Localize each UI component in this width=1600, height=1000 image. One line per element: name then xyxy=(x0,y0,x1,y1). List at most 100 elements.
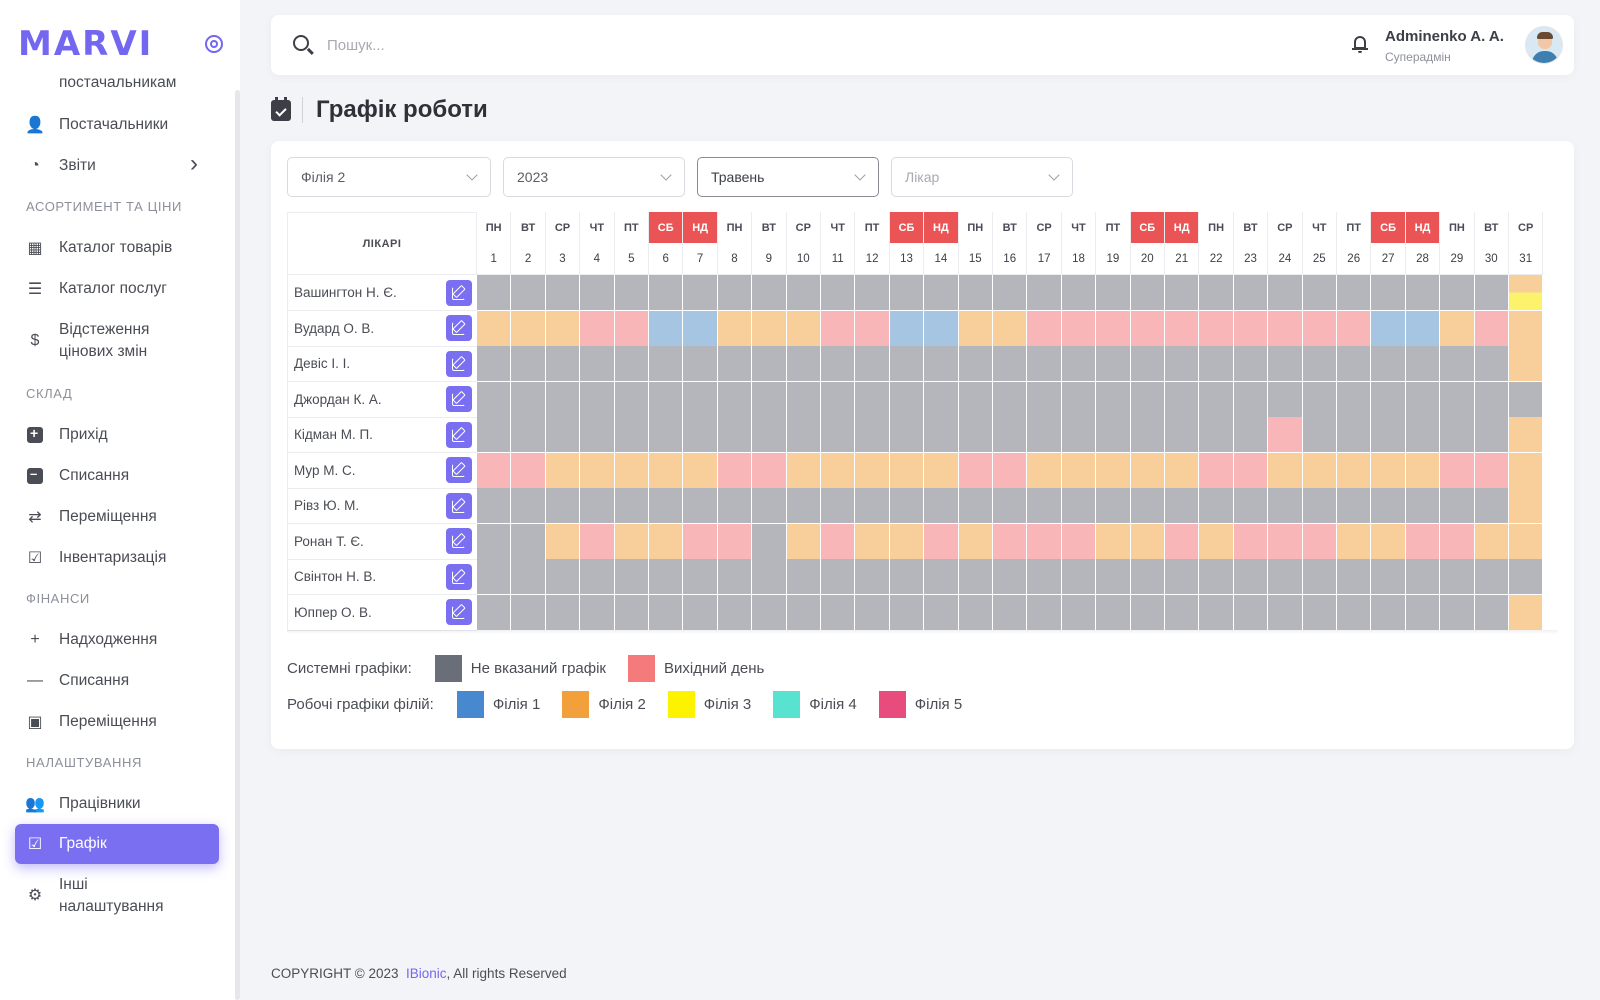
schedule-cell[interactable] xyxy=(1199,275,1234,311)
schedule-cell[interactable] xyxy=(855,381,890,418)
schedule-cell[interactable] xyxy=(1130,381,1165,418)
schedule-cell[interactable] xyxy=(889,310,925,347)
schedule-cell[interactable] xyxy=(1337,310,1372,347)
schedule-cell[interactable] xyxy=(924,594,959,631)
schedule-cell[interactable] xyxy=(580,523,615,560)
search-input[interactable] xyxy=(327,31,727,59)
schedule-cell[interactable] xyxy=(1165,559,1200,595)
schedule-cell[interactable] xyxy=(649,488,684,524)
schedule-cell[interactable] xyxy=(993,417,1028,453)
schedule-cell[interactable] xyxy=(1337,488,1372,524)
schedule-cell[interactable] xyxy=(1337,346,1372,382)
schedule-cell[interactable] xyxy=(580,275,615,311)
schedule-cell[interactable] xyxy=(1233,310,1269,347)
schedule-cell[interactable] xyxy=(580,452,615,489)
schedule-cell[interactable] xyxy=(1096,452,1131,489)
schedule-cell[interactable] xyxy=(1474,310,1509,347)
schedule-cell[interactable] xyxy=(1268,452,1303,489)
schedule-cell[interactable] xyxy=(1440,381,1475,418)
schedule-cell[interactable] xyxy=(958,488,993,524)
schedule-cell[interactable] xyxy=(717,346,753,382)
schedule-cell[interactable] xyxy=(1165,381,1200,418)
schedule-cell[interactable] xyxy=(717,452,753,489)
schedule-cell[interactable] xyxy=(477,417,512,453)
schedule-cell[interactable] xyxy=(1337,275,1372,311)
sidebar-item-user[interactable]: 👤 Постачальники xyxy=(0,104,234,145)
schedule-cell[interactable] xyxy=(1199,417,1234,453)
sidebar-toggle-icon[interactable] xyxy=(205,35,223,53)
schedule-cell[interactable] xyxy=(924,275,959,311)
edit-schedule-button[interactable] xyxy=(446,599,472,625)
schedule-cell[interactable] xyxy=(545,523,581,560)
schedule-cell[interactable] xyxy=(1268,488,1303,524)
schedule-cell[interactable] xyxy=(786,488,821,524)
schedule-cell[interactable] xyxy=(1268,523,1303,560)
sidebar-item-users-gear[interactable]: 👥 Працівники xyxy=(0,783,234,824)
schedule-cell[interactable] xyxy=(477,523,512,560)
schedule-cell[interactable] xyxy=(1268,559,1303,595)
schedule-cell[interactable] xyxy=(1268,417,1303,453)
schedule-cell[interactable] xyxy=(717,310,753,347)
schedule-cell[interactable] xyxy=(1509,310,1544,347)
schedule-cell[interactable] xyxy=(924,488,959,524)
schedule-cell[interactable] xyxy=(993,559,1028,595)
schedule-cell[interactable] xyxy=(1302,594,1337,631)
schedule-cell[interactable] xyxy=(786,559,821,595)
schedule-cell[interactable] xyxy=(1509,559,1544,595)
schedule-cell[interactable] xyxy=(1302,310,1337,347)
schedule-cell[interactable] xyxy=(545,275,581,311)
sidebar-item-folder-plus[interactable]: Прихід xyxy=(0,414,234,455)
sidebar-item-money[interactable]: ▣ Переміщення xyxy=(0,701,234,742)
schedule-cell[interactable] xyxy=(1302,275,1337,311)
schedule-cell[interactable] xyxy=(1165,346,1200,382)
schedule-cell[interactable] xyxy=(477,594,512,631)
schedule-cell[interactable] xyxy=(1405,559,1441,595)
schedule-cell[interactable] xyxy=(1474,275,1509,311)
schedule-cell[interactable] xyxy=(1061,381,1097,418)
schedule-cell[interactable] xyxy=(580,488,615,524)
schedule-cell[interactable] xyxy=(855,523,890,560)
schedule-cell[interactable] xyxy=(993,594,1028,631)
schedule-cell[interactable] xyxy=(1165,310,1200,347)
schedule-cell[interactable] xyxy=(1130,275,1165,311)
schedule-cell[interactable] xyxy=(1405,488,1441,524)
schedule-cell[interactable] xyxy=(477,381,512,418)
schedule-cell[interactable] xyxy=(1233,275,1269,311)
schedule-cell[interactable] xyxy=(683,488,718,524)
schedule-cell[interactable] xyxy=(1509,346,1544,382)
schedule-cell[interactable] xyxy=(649,523,684,560)
schedule-cell[interactable] xyxy=(511,488,546,524)
schedule-cell[interactable] xyxy=(580,594,615,631)
schedule-cell[interactable] xyxy=(1027,488,1062,524)
schedule-cell[interactable] xyxy=(1371,488,1406,524)
schedule-cell[interactable] xyxy=(821,275,856,311)
schedule-cell[interactable] xyxy=(649,594,684,631)
schedule-cell[interactable] xyxy=(1337,381,1372,418)
schedule-cell[interactable] xyxy=(511,559,546,595)
schedule-cell[interactable] xyxy=(580,381,615,418)
schedule-cell[interactable] xyxy=(752,417,787,453)
schedule-cell[interactable] xyxy=(855,488,890,524)
schedule-cell[interactable] xyxy=(717,488,753,524)
schedule-cell[interactable] xyxy=(993,523,1028,560)
schedule-cell[interactable] xyxy=(649,417,684,453)
schedule-cell[interactable] xyxy=(924,523,959,560)
schedule-cell[interactable] xyxy=(855,275,890,311)
schedule-cell[interactable] xyxy=(1371,452,1406,489)
branch-select[interactable]: Філія 2 xyxy=(287,157,491,197)
sidebar-item-price-tag[interactable]: $ Відстеження цінових змін xyxy=(0,309,234,373)
schedule-cell[interactable] xyxy=(1096,275,1131,311)
schedule-cell[interactable] xyxy=(924,452,959,489)
schedule-cell[interactable] xyxy=(649,275,684,311)
edit-schedule-button[interactable] xyxy=(446,528,472,554)
schedule-cell[interactable] xyxy=(477,452,512,489)
schedule-cell[interactable] xyxy=(1302,381,1337,418)
schedule-cell[interactable] xyxy=(924,310,959,347)
schedule-cell[interactable] xyxy=(1474,523,1509,560)
schedule-cell[interactable] xyxy=(614,523,649,560)
schedule-cell[interactable] xyxy=(1061,488,1097,524)
sidebar-item-suppliers-report[interactable]: постачальникам xyxy=(0,74,234,104)
sidebar-item-minus[interactable]: — Списання xyxy=(0,660,234,701)
schedule-cell[interactable] xyxy=(1371,417,1406,453)
schedule-cell[interactable] xyxy=(1061,523,1097,560)
